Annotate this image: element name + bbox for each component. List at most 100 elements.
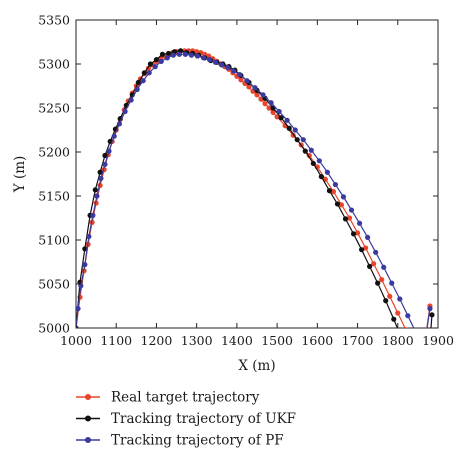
data-point xyxy=(76,325,79,328)
data-point xyxy=(86,233,92,240)
data-point xyxy=(346,215,353,221)
data-point xyxy=(219,62,225,68)
y-axis-title: Y (m) xyxy=(12,156,28,194)
x-tick-label: 1400 xyxy=(221,333,253,348)
data-point xyxy=(82,246,88,252)
data-point xyxy=(92,187,98,193)
data-point xyxy=(350,231,357,237)
x-tick-label: 1000 xyxy=(60,333,92,348)
data-point xyxy=(284,117,290,123)
data-point xyxy=(153,57,160,63)
series-2 xyxy=(76,51,433,328)
data-point xyxy=(324,169,330,175)
data-point xyxy=(106,148,112,154)
data-point xyxy=(116,121,123,127)
data-point xyxy=(134,86,140,93)
data-point xyxy=(379,277,385,283)
data-point xyxy=(300,137,306,143)
legend-label: Tracking trajectory of UKF xyxy=(111,411,296,427)
data-point xyxy=(266,105,272,111)
data-point xyxy=(356,220,363,226)
data-point xyxy=(244,78,250,84)
data-point xyxy=(170,52,176,58)
data-point xyxy=(318,174,324,180)
x-tick-label: 1900 xyxy=(422,333,454,348)
data-point xyxy=(128,97,134,103)
data-point xyxy=(407,355,412,360)
data-point xyxy=(212,59,219,65)
data-point xyxy=(395,310,401,316)
data-point xyxy=(389,280,395,286)
y-tick-label: 5000 xyxy=(38,321,70,336)
series-0 xyxy=(76,48,433,366)
data-point xyxy=(237,71,243,78)
data-point xyxy=(102,161,108,167)
y-tick-label: 5150 xyxy=(38,189,70,204)
legend-label: Real target trajectory xyxy=(111,390,260,406)
data-point xyxy=(363,245,369,251)
ticks-layer: 1000 1100 1200 1300 1400 1500 1600 1700 1800 1900… xyxy=(38,13,454,349)
data-point xyxy=(391,316,397,322)
x-tick-label: 1100 xyxy=(100,333,132,348)
data-point xyxy=(122,108,128,115)
data-point xyxy=(231,68,237,74)
data-point xyxy=(252,85,258,91)
data-point xyxy=(381,264,387,270)
data-point xyxy=(206,57,213,63)
data-point xyxy=(111,133,117,139)
data-point xyxy=(76,306,81,312)
x-tick-label: 1700 xyxy=(342,333,374,348)
data-point xyxy=(429,312,435,318)
data-point xyxy=(387,293,393,299)
x-tick-label: 1200 xyxy=(141,333,173,348)
legend-swatch-marker xyxy=(85,415,91,422)
data-point xyxy=(164,55,170,61)
data-point xyxy=(292,127,298,133)
data-point xyxy=(268,100,274,106)
data-point xyxy=(246,84,252,90)
data-point xyxy=(358,247,365,253)
data-point xyxy=(200,55,207,61)
data-point xyxy=(294,137,300,143)
data-point xyxy=(260,92,266,98)
data-point xyxy=(326,188,332,194)
data-point xyxy=(375,280,381,286)
legend-label: Tracking trajectory of PF xyxy=(111,433,284,449)
data-point xyxy=(286,125,292,131)
data-point xyxy=(423,394,428,399)
data-point xyxy=(340,194,347,200)
data-point xyxy=(332,181,339,188)
data-point xyxy=(238,77,244,83)
legend-swatch-marker xyxy=(85,437,91,443)
data-point xyxy=(102,152,108,159)
data-point xyxy=(310,160,316,167)
data-point xyxy=(365,234,371,240)
data-point xyxy=(254,92,260,98)
x-axis-title: X (m) xyxy=(238,358,275,374)
data-point xyxy=(225,64,231,71)
data-point xyxy=(82,262,88,268)
data-point xyxy=(403,327,408,328)
data-point xyxy=(348,207,355,213)
data-point xyxy=(194,53,201,59)
data-point xyxy=(182,51,188,57)
data-point xyxy=(176,51,182,57)
data-point xyxy=(152,64,158,70)
legend-item: Tracking trajectory of UKF xyxy=(76,411,296,427)
data-point xyxy=(383,298,389,304)
legend: Real target trajectory Tracking trajector… xyxy=(76,390,296,449)
y-tick-label: 5250 xyxy=(38,101,70,116)
data-point xyxy=(90,212,96,218)
data-point xyxy=(342,216,349,222)
data-point xyxy=(405,313,411,319)
data-point xyxy=(98,175,104,181)
data-point xyxy=(419,361,424,366)
data-point xyxy=(415,375,420,380)
data-point xyxy=(94,193,100,199)
x-tick-label: 1600 xyxy=(301,333,333,348)
legend-item: Real target trajectory xyxy=(76,390,260,406)
data-point xyxy=(188,52,195,58)
data-point xyxy=(316,158,322,164)
data-point xyxy=(354,230,361,236)
